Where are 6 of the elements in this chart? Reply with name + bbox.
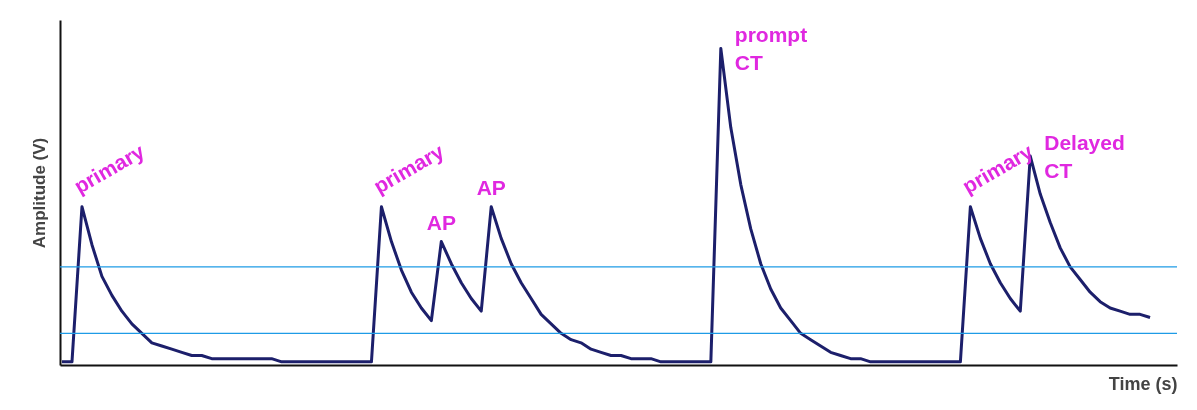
x-axis-title: Time (s): [1108, 373, 1178, 394]
annotation: prompt CT: [734, 23, 808, 75]
annotation: Delayed CT: [1044, 131, 1125, 183]
y-axis-title: Amplitude (V): [29, 137, 49, 249]
annotation: AP: [426, 210, 456, 234]
annotation: AP: [476, 175, 506, 199]
